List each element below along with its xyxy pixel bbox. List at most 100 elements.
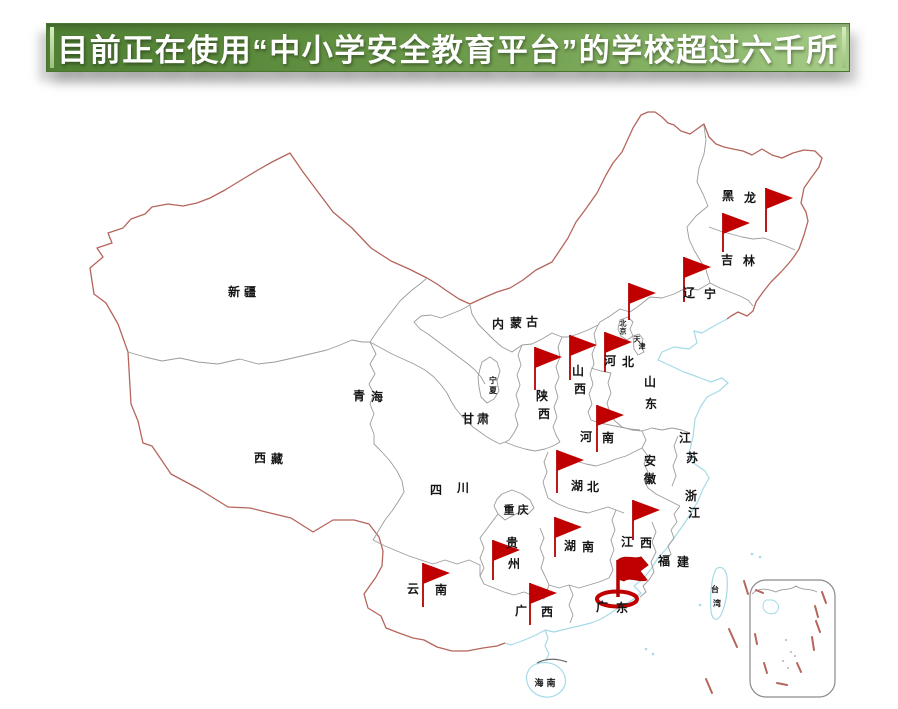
hainan-island-path <box>525 662 567 698</box>
province-label-henan: 南 <box>602 430 614 445</box>
province-label-taiwan: 台 <box>711 584 719 594</box>
nine-dash-line <box>705 580 827 694</box>
border-hunan-guangdong <box>548 577 610 589</box>
province-label-neimenggu: 内 <box>492 316 504 331</box>
flag-icon-liaoning <box>628 283 656 320</box>
flag-pennant <box>570 335 597 356</box>
province-label-sichuan: 四 <box>430 483 442 497</box>
province-label-gansu: 甘 <box>462 411 474 426</box>
province-label-jiangxi: 江 <box>621 534 633 549</box>
province-label-yunnan: 云 <box>407 582 419 596</box>
dash-segment <box>728 628 738 648</box>
province-labels: 新疆青 海西 藏甘 肃宁夏内蒙古陕西山西河 北北京天津山东河南江苏安徽浙江湖 北重 庆四 川贵… <box>228 189 756 689</box>
border-gansu-corridor <box>413 304 486 385</box>
province-label-jiangxi: 西 <box>640 536 652 550</box>
flag-icon-henan <box>596 405 624 452</box>
border-hunan-guizhou <box>539 527 550 586</box>
flag-icon-hebei <box>604 332 632 372</box>
dash-segment <box>814 605 819 618</box>
border-hubei-west <box>542 451 549 499</box>
province-label-guangxi: 西 <box>541 605 553 619</box>
province-label-fujian: 福 <box>657 553 670 568</box>
flag-icon-yunnan <box>422 563 450 607</box>
border-shaanxi-shanxi <box>552 336 563 443</box>
province-label-jiangsu: 江 <box>679 430 691 445</box>
province-label-hunan: 南 <box>582 539 594 554</box>
border-neimenggu-south <box>469 282 711 353</box>
inset-island-dot <box>782 660 784 662</box>
province-label-neimenggu: 蒙 <box>510 315 522 330</box>
border-jilin-liaoning <box>709 282 754 307</box>
flag-icon-heilongjiang-east <box>765 188 793 232</box>
border-sichuan-yunnan <box>372 539 481 576</box>
flag-pennant <box>423 563 450 584</box>
border-anhui-west <box>641 447 681 507</box>
island-dot <box>698 603 702 607</box>
taiwan-island-path <box>710 566 728 620</box>
province-label-xizang: 西 <box>254 451 266 465</box>
south-china-sea-inset <box>749 579 836 698</box>
border-shanxi-hebei <box>587 324 599 421</box>
dash-segment <box>755 589 764 594</box>
border-tibet-sichuan <box>372 443 405 541</box>
province-label-zhejiang: 江 <box>688 505 700 520</box>
national-border <box>89 111 823 652</box>
flag-icon-hunan <box>554 517 582 557</box>
province-label-xizang: 藏 <box>271 451 283 466</box>
province-label-chongqing: 重 <box>504 503 515 517</box>
province-label-tianjin: 津 <box>639 342 646 351</box>
province-label-shandong: 东 <box>645 396 657 411</box>
province-label-qinghai: 青 <box>353 388 365 403</box>
province-label-guangxi: 广 <box>515 603 527 618</box>
flag-icon-shaanxi <box>534 347 562 390</box>
border-anhui-jiangsu <box>671 435 679 487</box>
province-label-guangdong: 广 <box>596 599 608 614</box>
leizhou-peninsula-path <box>544 629 550 661</box>
province-label-hubei: 湖 <box>571 478 583 493</box>
border-fujian-guangdong <box>639 579 650 598</box>
island-dot <box>750 552 754 556</box>
province-label-yunnan: 南 <box>435 582 447 597</box>
province-label-shaanxi: 陕 <box>536 388 548 403</box>
border-shandong-jiangsu <box>641 427 691 434</box>
coastline <box>504 318 729 698</box>
border-shaanxi-south <box>504 441 561 452</box>
province-label-heilongjiang: 龙 <box>744 190 756 205</box>
inset-box <box>749 579 836 698</box>
flag-icon-hubei <box>556 450 584 493</box>
guangdong-wavy-flag-icon <box>617 556 649 582</box>
province-label-hainan: 海 <box>534 677 543 689</box>
province-label-shanxi: 西 <box>574 382 586 396</box>
province-label-henan: 河 <box>579 429 592 444</box>
banner: 目前正在使用“中小学安全教育平台”的学校超过六千所 <box>46 23 850 72</box>
province-flags <box>422 188 793 625</box>
border-hunan-jiangxi <box>608 509 617 579</box>
province-label-gansu: 肃 <box>477 411 489 426</box>
province-label-shandong: 山 <box>644 374 656 389</box>
inset-island-dot <box>794 655 796 657</box>
province-label-zhejiang: 浙 <box>685 488 697 503</box>
province-label-shanxi: 山 <box>572 363 584 378</box>
province-label-jilin: 林 <box>743 253 755 268</box>
border-guangxi-guangdong <box>568 584 574 624</box>
province-label-anhui: 徽 <box>643 471 657 486</box>
province-label-taiwan: 湾 <box>713 598 721 608</box>
flag-pennant <box>684 257 711 278</box>
inset-hainan-path <box>762 599 780 615</box>
border-shaanxi-west <box>504 344 523 443</box>
border-tianjin <box>632 333 645 356</box>
province-label-jilin: 吉 <box>721 252 733 267</box>
border-neimenggu-heilongjiang <box>686 125 711 284</box>
province-label-sichuan: 川 <box>456 481 469 495</box>
mainland-coast-path <box>504 318 729 646</box>
province-label-hubei: 北 <box>587 479 599 494</box>
guangdong-flag-marker <box>595 556 649 609</box>
border-xinjiang-south <box>127 277 428 365</box>
province-label-liaoning: 辽 <box>683 286 696 300</box>
province-label-liaoning: 宁 <box>704 286 716 301</box>
province-label-fujian: 建 <box>676 554 690 569</box>
province-label-shaanxi: 西 <box>538 407 550 421</box>
flag-pennant <box>597 405 624 426</box>
dash-segment <box>796 662 802 673</box>
